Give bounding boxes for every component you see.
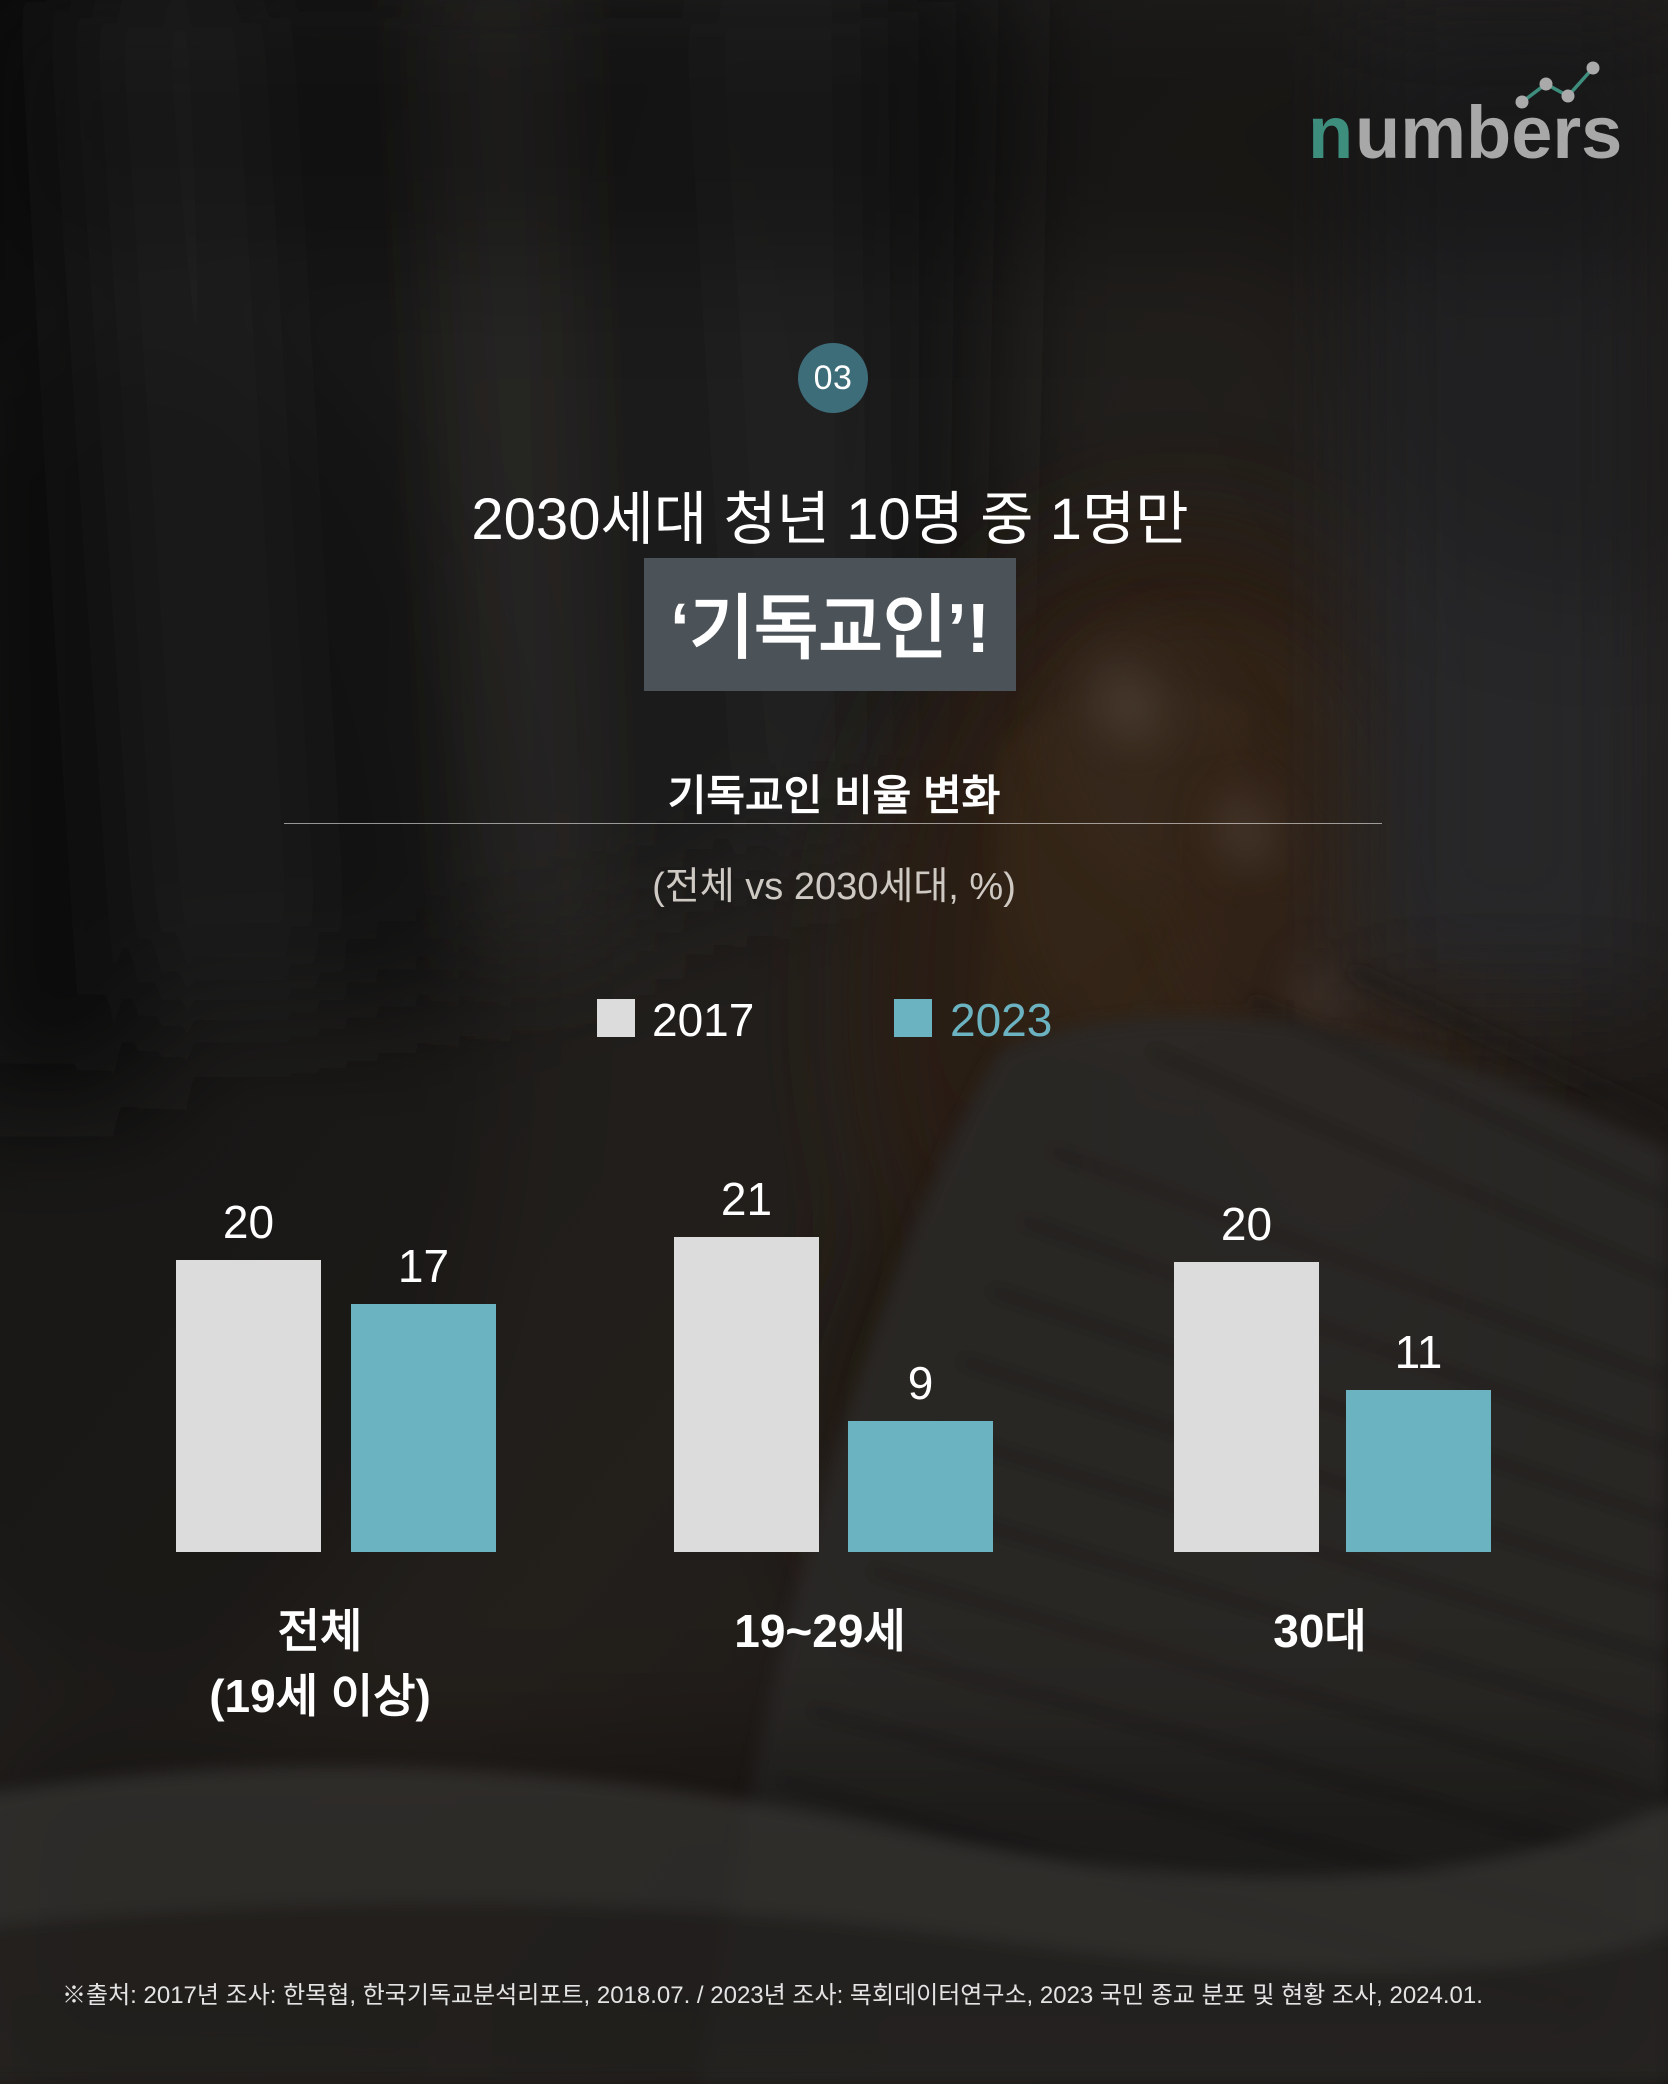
svg-text:umbers: umbers bbox=[1355, 91, 1622, 174]
svg-text:n: n bbox=[1308, 91, 1353, 174]
